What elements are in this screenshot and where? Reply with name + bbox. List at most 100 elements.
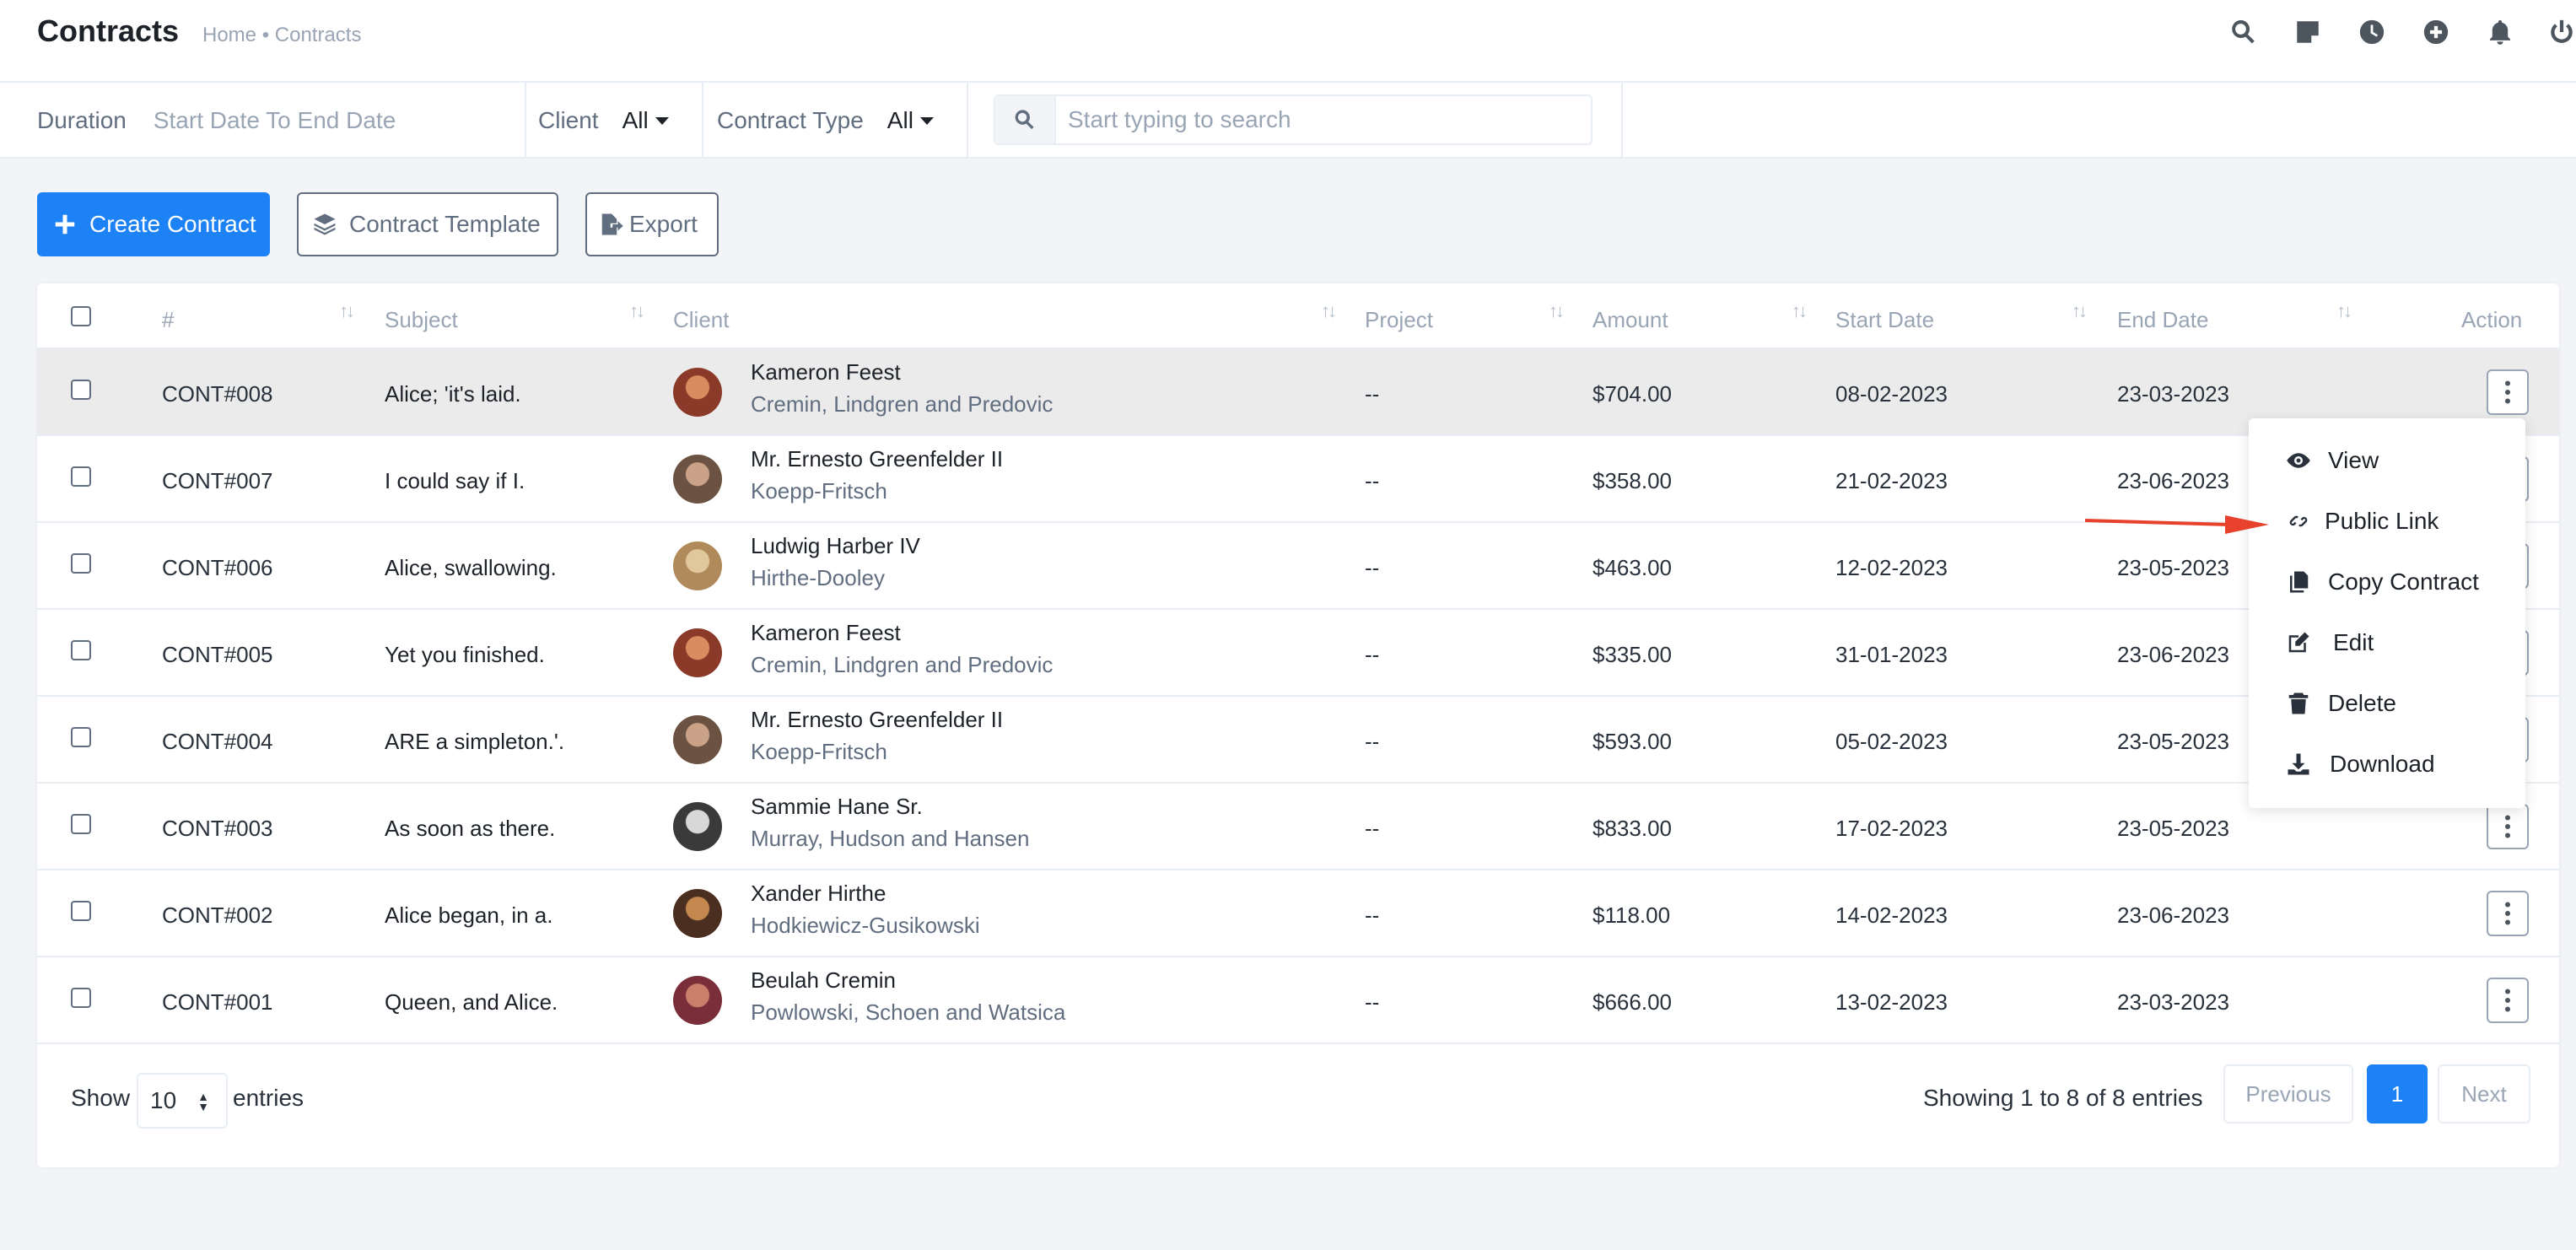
menu-item-label: Edit [2333, 629, 2374, 655]
column-header-end-date[interactable]: End Date [2117, 307, 2209, 332]
clock-icon[interactable] [2355, 15, 2389, 49]
client-name[interactable]: Kameron Feest [751, 359, 901, 385]
contract-id[interactable]: CONT#005 [162, 642, 273, 667]
client-name[interactable]: Kameron Feest [751, 620, 901, 645]
client-filter[interactable]: Client All [526, 83, 703, 159]
contract-id[interactable]: CONT#008 [162, 381, 273, 407]
date-range-field[interactable]: Start Date To End Date [153, 107, 396, 133]
create-contract-button[interactable]: Create Contract [37, 192, 270, 256]
client-name[interactable]: Mr. Ernesto Greenfelder II [751, 707, 1004, 732]
menu-item-copy-contract[interactable]: Copy Contract [2249, 557, 2525, 607]
menu-item-edit[interactable]: Edit [2249, 617, 2525, 668]
client-name[interactable]: Xander Hirthe [751, 881, 887, 906]
contract-id[interactable]: CONT#007 [162, 468, 273, 493]
client-name[interactable]: Mr. Ernesto Greenfelder II [751, 446, 1004, 471]
search-segment [968, 83, 1623, 159]
power-icon[interactable] [2547, 15, 2576, 49]
sticky-note-icon[interactable] [2291, 15, 2325, 49]
row-checkbox[interactable] [71, 901, 91, 921]
client-company: Powlowski, Schoen and Watsica [751, 999, 1066, 1025]
menu-item-view[interactable]: View [2249, 435, 2525, 486]
menu-item-public-link[interactable]: Public Link [2249, 496, 2525, 547]
row-checkbox[interactable] [71, 814, 91, 834]
sort-icon[interactable]: ↑↓ [2072, 300, 2088, 321]
end-date-value: 23-03-2023 [2117, 381, 2229, 407]
contract-subject[interactable]: Alice; 'it's laid. [385, 381, 521, 407]
sort-icon[interactable]: ↑↓ [1792, 300, 1808, 321]
amount-value: $593.00 [1592, 729, 1672, 754]
client-filter-label: Client [538, 107, 599, 133]
menu-item-download[interactable]: Download [2249, 739, 2525, 789]
table-row[interactable]: CONT#003 As soon as there. Sammie Hane Sr.… [37, 784, 2559, 870]
breadcrumb[interactable]: Home • Contracts [202, 24, 362, 46]
row-checkbox[interactable] [71, 466, 91, 487]
sort-icon[interactable]: ↑↓ [1549, 300, 1565, 321]
contract-id[interactable]: CONT#003 [162, 816, 273, 841]
row-action-button[interactable] [2487, 978, 2529, 1023]
column-header-action: Action [2461, 307, 2523, 332]
table-row[interactable]: CONT#006 Alice, swallowing. Ludwig Harber … [37, 523, 2559, 610]
sort-icon[interactable]: ↑↓ [629, 300, 645, 321]
search-icon[interactable] [2227, 15, 2261, 49]
row-checkbox[interactable] [71, 727, 91, 747]
client-name[interactable]: Ludwig Harber IV [751, 533, 920, 558]
client-name[interactable]: Sammie Hane Sr. [751, 794, 923, 819]
column-header-client[interactable]: Client [673, 307, 730, 332]
contract-id[interactable]: CONT#004 [162, 729, 273, 754]
contract-subject[interactable]: As soon as there. [385, 816, 556, 841]
row-action-button[interactable] [2487, 891, 2529, 936]
next-page-button[interactable]: Next [2438, 1064, 2530, 1123]
project-value: -- [1365, 381, 1380, 407]
project-value: -- [1365, 902, 1380, 928]
export-icon [601, 213, 623, 235]
column-header-id[interactable]: # [162, 307, 175, 332]
contract-subject[interactable]: Alice began, in a. [385, 902, 553, 928]
row-checkbox[interactable] [71, 988, 91, 1008]
client-filter-select[interactable]: All [622, 107, 669, 134]
duration-filter[interactable]: Duration Start Date To End Date [0, 83, 526, 159]
sort-icon[interactable]: ↑↓ [1321, 300, 1337, 321]
previous-page-button[interactable]: Previous [2223, 1064, 2353, 1123]
contract-subject[interactable]: Yet you finished. [385, 642, 545, 667]
select-all-checkbox[interactable] [71, 306, 91, 326]
table-row[interactable]: CONT#005 Yet you finished. Kameron Feest Cr… [37, 610, 2559, 697]
contract-id[interactable]: CONT#001 [162, 989, 273, 1015]
table-row[interactable]: CONT#001 Queen, and Alice. Beulah Cremin Po… [37, 957, 2559, 1044]
client-name[interactable]: Beulah Cremin [751, 967, 896, 993]
more-vertical-icon [2504, 902, 2511, 925]
column-header-project[interactable]: Project [1365, 307, 1433, 332]
row-checkbox[interactable] [71, 640, 91, 660]
page-1-button[interactable]: 1 [2367, 1064, 2428, 1123]
sort-icon[interactable]: ↑↓ [2336, 300, 2352, 321]
table-row[interactable]: CONT#008 Alice; 'it's laid. Kameron Feest C… [37, 349, 2559, 436]
contract-subject[interactable]: I could say if I. [385, 468, 525, 493]
column-header-start-date[interactable]: Start Date [1835, 307, 1935, 332]
contract-type-select[interactable]: All [887, 107, 934, 134]
sort-icon[interactable]: ↑↓ [339, 300, 355, 321]
column-header-subject[interactable]: Subject [385, 307, 458, 332]
entries-per-page-select[interactable]: 10 ▲ ▼ [137, 1073, 228, 1129]
contract-type-filter[interactable]: Contract Type All [703, 83, 968, 159]
table-row[interactable]: CONT#004 ARE a simpleton.'. Mr. Ernesto Gr… [37, 697, 2559, 784]
export-button[interactable]: Export [585, 192, 719, 256]
contract-subject[interactable]: ARE a simpleton.'. [385, 729, 565, 754]
contract-id[interactable]: CONT#006 [162, 555, 273, 580]
menu-item-delete[interactable]: Delete [2249, 678, 2525, 729]
row-checkbox[interactable] [71, 553, 91, 574]
plus-circle-icon[interactable] [2419, 15, 2453, 49]
search-input[interactable] [1056, 96, 1591, 143]
contract-subject[interactable]: Queen, and Alice. [385, 989, 558, 1015]
contract-id[interactable]: CONT#002 [162, 902, 273, 928]
row-action-button[interactable] [2487, 804, 2529, 849]
start-date-value: 12-02-2023 [1835, 555, 1948, 580]
bell-icon[interactable] [2483, 15, 2517, 49]
client-company: Koepp-Fritsch [751, 739, 887, 764]
contract-template-button[interactable]: Contract Template [297, 192, 558, 256]
contract-subject[interactable]: Alice, swallowing. [385, 555, 557, 580]
table-row[interactable]: CONT#002 Alice began, in a. Xander Hirthe H… [37, 870, 2559, 957]
project-value: -- [1365, 468, 1380, 493]
row-checkbox[interactable] [71, 380, 91, 400]
column-header-amount[interactable]: Amount [1592, 307, 1668, 332]
row-action-button[interactable] [2487, 369, 2529, 415]
client-company: Hodkiewicz-Gusikowski [751, 913, 980, 938]
